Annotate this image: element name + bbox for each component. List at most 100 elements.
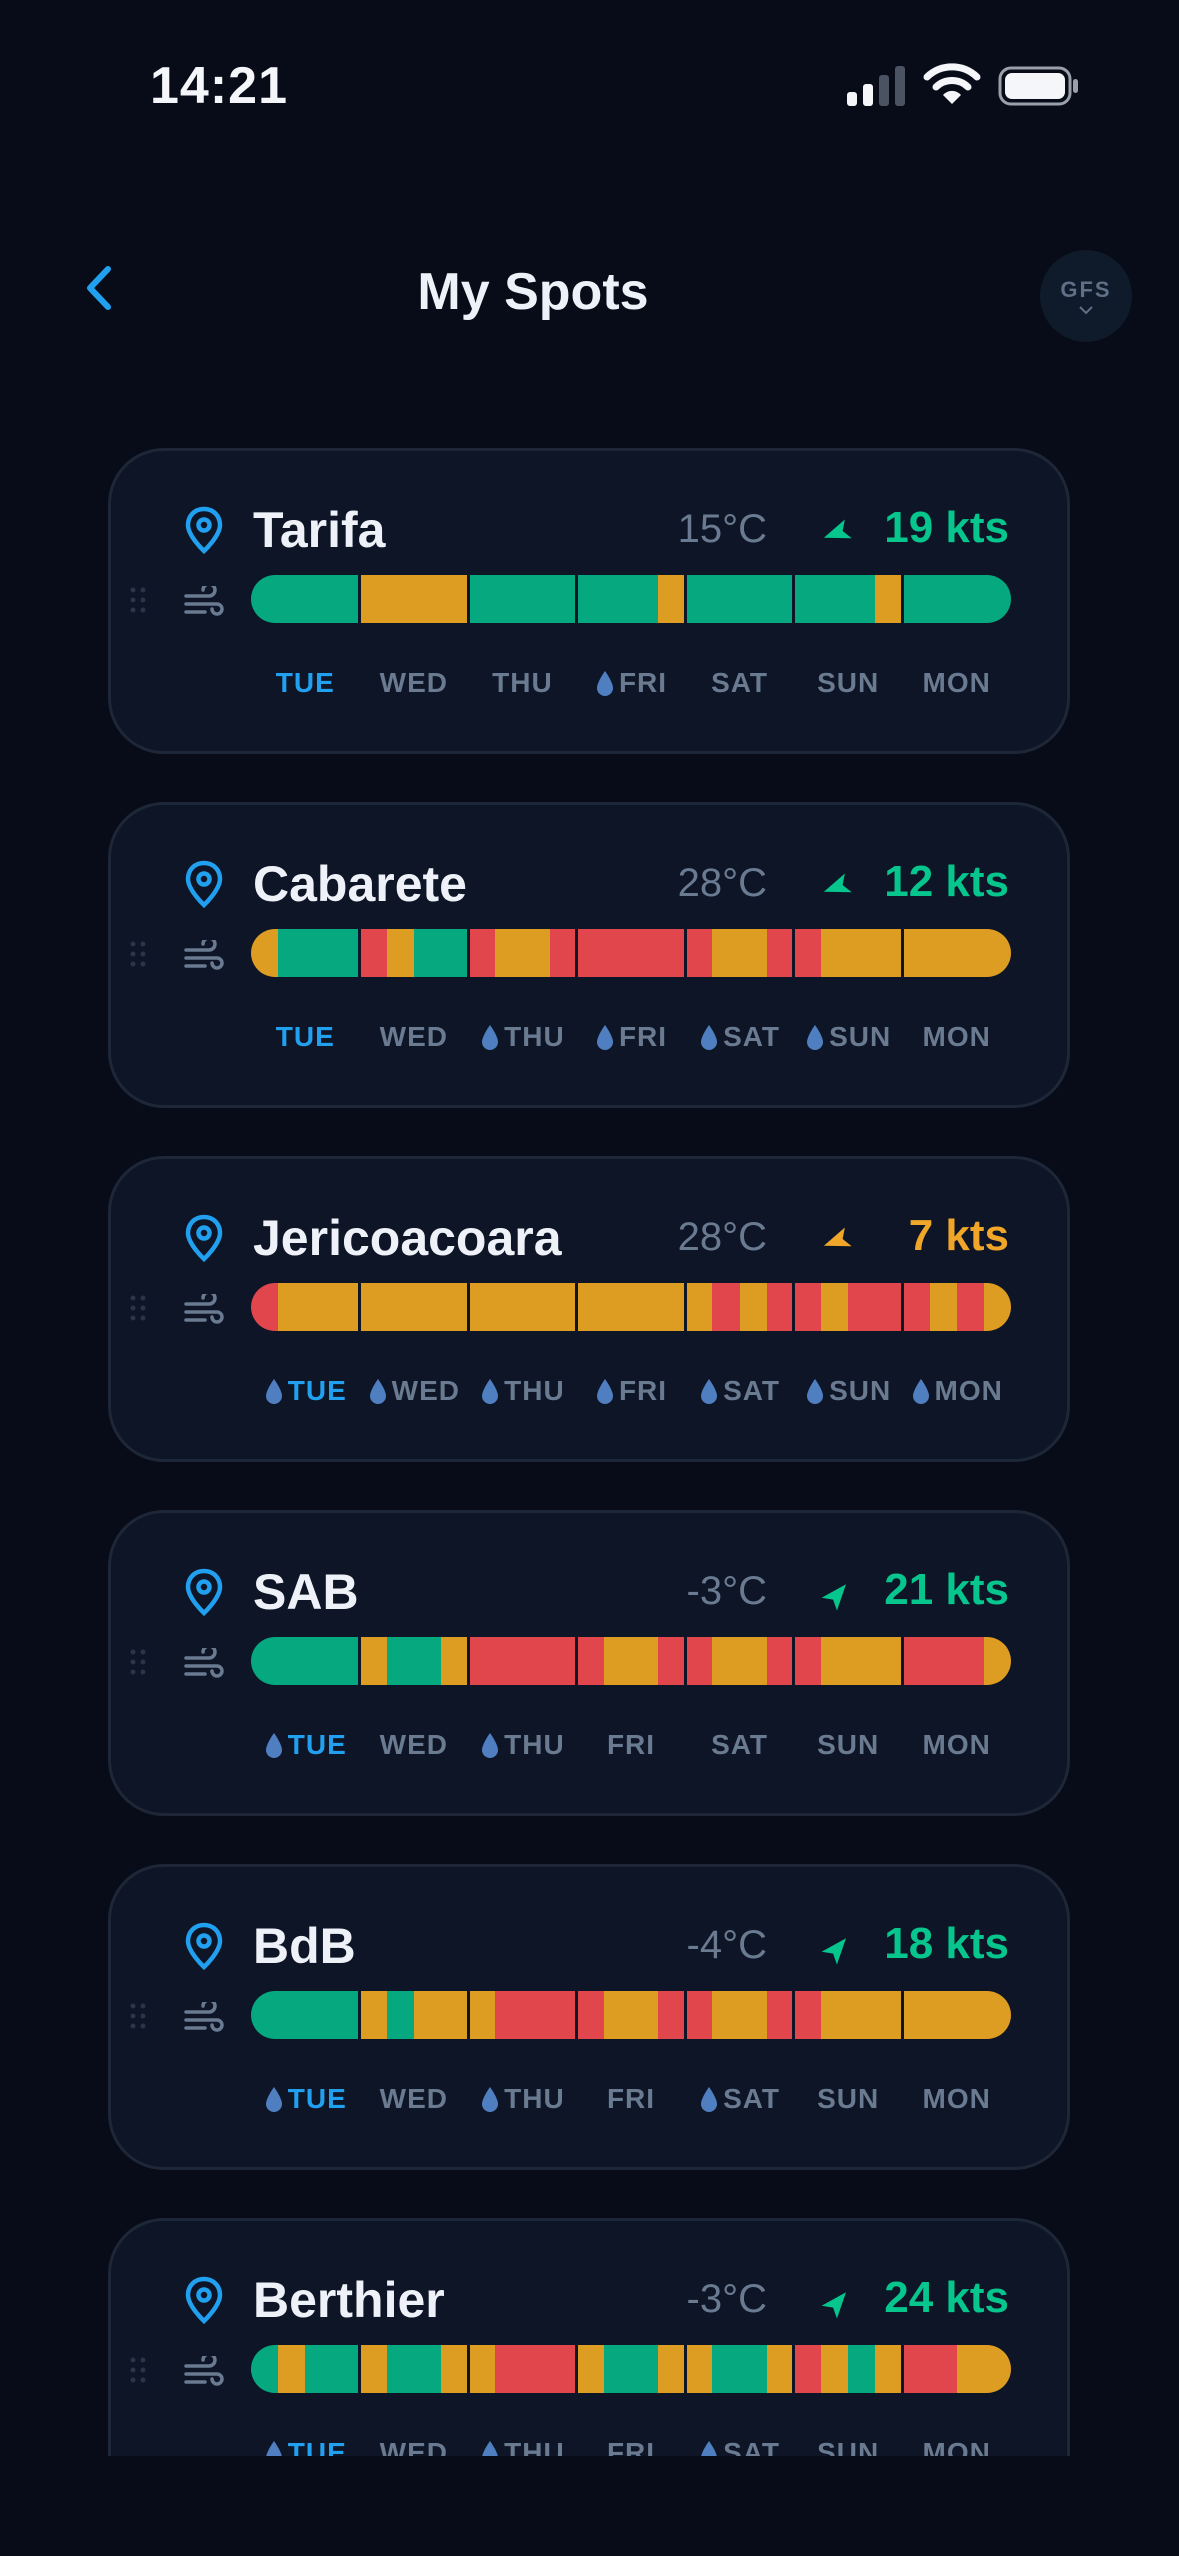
day-label-text: SUN [817, 2083, 880, 2114]
forecast-segment-good [305, 1637, 334, 1685]
day-label-text: FRI [618, 667, 668, 698]
forecast-segment-medium [929, 1283, 958, 1331]
rain-drop-icon [482, 2087, 499, 2112]
forecast-segment-medium [821, 1283, 849, 1331]
forecast-segment-medium [685, 1283, 714, 1331]
forecast-segment-good [251, 1637, 279, 1685]
forecast-segment-good [413, 2345, 442, 2393]
forecast-segment-bad [576, 1637, 605, 1685]
drag-handle-icon[interactable] [129, 2002, 147, 2030]
rain-drop-icon [265, 2087, 282, 2112]
forecast-segment-bad [468, 1637, 496, 1685]
forecast-segment-medium [413, 1991, 442, 2039]
spot-card[interactable]: Cabarete 28°C 12 kts TUE WED THU FRI SAT SUN MON [108, 802, 1070, 1108]
forecast-segment-medium [386, 1283, 415, 1331]
status-bar: 14:21 [0, 0, 1179, 150]
day-label-sat: SAT [686, 665, 794, 701]
day-label-sun: SUN [794, 1373, 902, 1409]
day-separator [575, 1637, 579, 1685]
forecast-segment-good [332, 1637, 361, 1685]
forecast-segment-bad [576, 929, 605, 977]
rain-drop-icon [265, 1379, 282, 1404]
spot-name: BdB [253, 1918, 356, 1974]
location-pin-icon [185, 506, 223, 554]
spot-card[interactable]: Jericoacoara 28°C 7 kts TUE WED THU FRI SAT SUN M… [108, 1156, 1070, 1462]
forecast-segment-medium [359, 2345, 388, 2393]
forecast-segment-medium [712, 1637, 741, 1685]
day-label-thu: THU [468, 1019, 576, 1055]
day-label-text: THU [504, 2437, 565, 2456]
day-label-fri: FRI [577, 1727, 685, 1763]
day-label-text: FRI [618, 1375, 668, 1406]
spot-temperature: 15°C [677, 507, 767, 551]
spot-card[interactable]: Tarifa 15°C 19 kts TUE WED THU FRI SAT SUN MON [108, 448, 1070, 754]
day-label-thu: THU [468, 2081, 576, 2117]
day-label-text: FRI [606, 2437, 656, 2456]
drag-handle-icon[interactable] [129, 2356, 147, 2384]
day-separator [900, 1283, 904, 1331]
forecast-segment-good [332, 575, 361, 623]
spot-list[interactable]: Tarifa 15°C 19 kts TUE WED THU FRI SAT SUN MON Cab… [0, 0, 1179, 2456]
day-label-sat: SAT [686, 1373, 794, 1409]
battery-icon [998, 66, 1078, 106]
day-label-text: SAT [723, 2437, 781, 2456]
wifi-icon [923, 63, 981, 104]
day-labels: TUE WED THU FRI SAT SUN MON [251, 1019, 1011, 1055]
forecast-segment-bad [685, 1991, 714, 2039]
rain-drop-icon [482, 2441, 498, 2456]
forecast-segment-bad [576, 1991, 605, 2039]
page-title: My Spots [417, 263, 649, 321]
forecast-model-label: GFS [1060, 277, 1112, 302]
spot-card[interactable]: BdB -4°C 18 kts TUE WED THU FRI SAT SUN MON [108, 1864, 1070, 2170]
forecast-segment-good [386, 1991, 415, 2039]
forecast-segment-medium [983, 929, 1011, 977]
rain-drop-icon [701, 1025, 718, 1050]
day-label-text: THU [504, 1375, 565, 1406]
drag-handle-icon[interactable] [129, 1294, 147, 1322]
day-label-text: SAT [723, 1021, 781, 1052]
day-separator [900, 1637, 904, 1685]
forecast-model-button[interactable]: GFS [1040, 250, 1132, 342]
forecast-segment-bad [902, 1283, 931, 1331]
back-button[interactable] [70, 260, 126, 316]
day-label-text: WED [379, 667, 448, 698]
day-labels: TUE WED THU FRI SAT SUN MON [251, 665, 1011, 701]
forecast-segment-bad [468, 929, 496, 977]
forecast-segment-bad [658, 1991, 686, 2039]
forecast-segment-medium [359, 1637, 388, 1685]
day-separator [792, 575, 796, 623]
day-label-wed: WED [360, 1727, 468, 1763]
forecast-segment-good [332, 2345, 361, 2393]
day-label-sat: SAT [686, 2435, 794, 2456]
forecast-segment-bad [793, 1991, 822, 2039]
day-separator [358, 575, 362, 623]
spot-wind-speed: 18 kts [884, 1919, 1009, 1968]
day-label-sat: SAT [686, 2081, 794, 2117]
rain-drop-icon [912, 1379, 929, 1404]
forecast-segment-good [278, 575, 306, 623]
day-labels: TUE WED THU FRI SAT SUN MON [251, 1727, 1011, 1763]
drag-handle-icon[interactable] [129, 1648, 147, 1676]
forecast-segment-medium [278, 1283, 306, 1331]
day-separator [683, 1991, 687, 2039]
day-label-tue: TUE [251, 2435, 359, 2456]
spot-card[interactable]: SAB -3°C 21 kts TUE WED THU FRI SAT SUN MON [108, 1510, 1070, 1816]
rain-drop-icon [701, 2441, 717, 2456]
forecast-segment-bad [495, 1637, 524, 1685]
forecast-segment-good [251, 2345, 279, 2393]
drag-handle-icon[interactable] [129, 940, 147, 968]
forecast-segment-medium [549, 1283, 578, 1331]
forecast-segment-medium [875, 1991, 904, 2039]
forecast-segment-bad [522, 1991, 551, 2039]
forecast-segment-bad [766, 1283, 795, 1331]
forecast-segment-good [332, 1991, 361, 2039]
day-label-text: TUE [287, 2083, 347, 2114]
forecast-segment-medium [278, 2345, 306, 2393]
forecast-segment-medium [441, 2345, 469, 2393]
forecast-segment-bad [251, 1283, 279, 1331]
drag-handle-icon[interactable] [129, 586, 147, 614]
spot-card[interactable]: Berthier -3°C 24 kts TUE WED THU FRI SAT SUN MON [108, 2218, 1070, 2456]
forecast-segment-bad [522, 1637, 551, 1685]
day-label-text: SAT [723, 1375, 781, 1406]
